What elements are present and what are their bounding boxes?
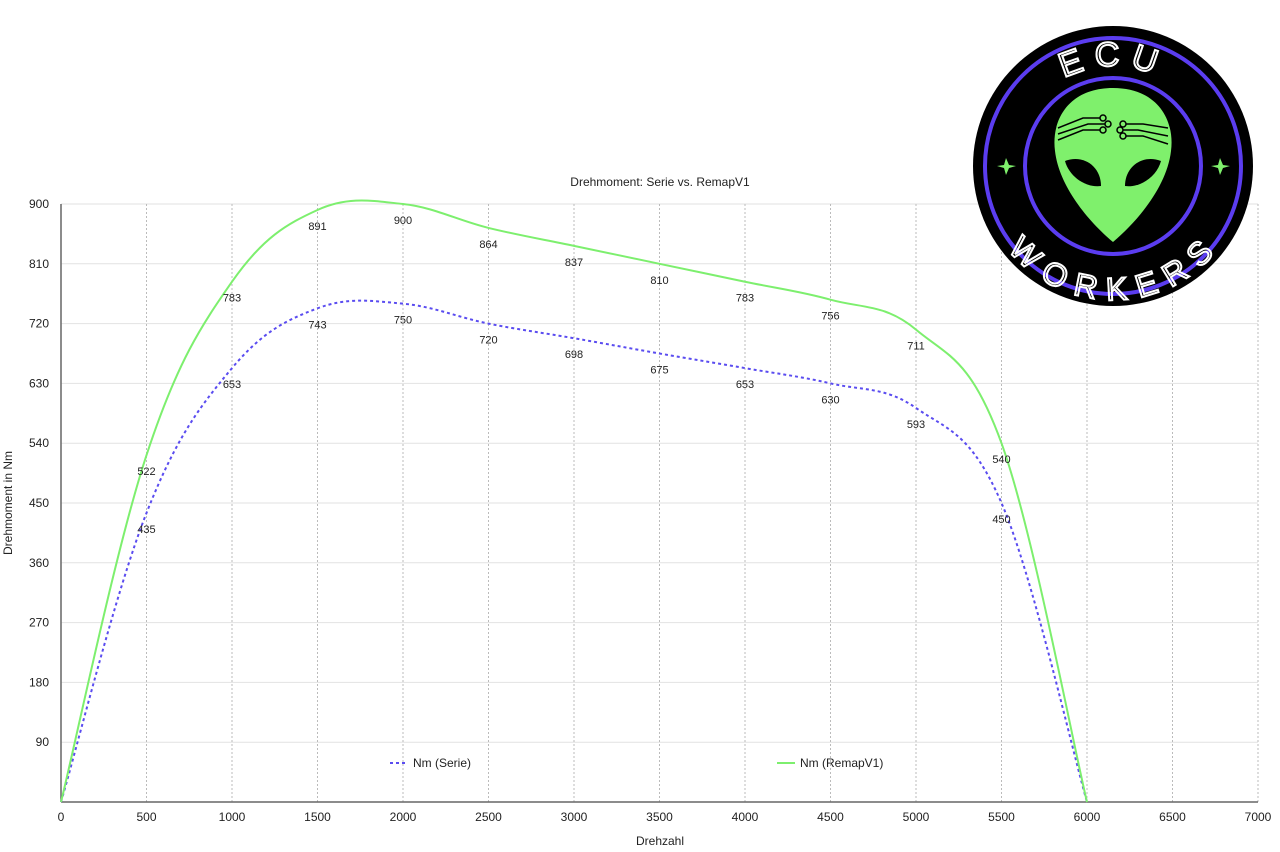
- y-tick-label: 270: [29, 616, 49, 630]
- data-label: 698: [565, 349, 583, 361]
- data-label: 653: [223, 379, 241, 391]
- data-label: 756: [821, 311, 839, 323]
- series-group: [60, 199, 1088, 803]
- data-label: 522: [137, 466, 155, 478]
- x-tick-label: 2500: [475, 810, 502, 824]
- x-tick-label: 4500: [817, 810, 844, 824]
- x-tick-label: 0: [58, 810, 65, 824]
- y-tick-label: 900: [29, 197, 49, 211]
- legend-label-serie: Nm (Serie): [413, 756, 471, 770]
- legend: Nm (Serie) Nm (RemapV1): [390, 756, 883, 770]
- x-axis-label: Drehzahl: [636, 834, 684, 848]
- data-label: 711: [907, 341, 925, 353]
- x-tick-label: 2000: [390, 810, 417, 824]
- series-line-remap: [60, 199, 1088, 803]
- data-label: 653: [736, 379, 754, 391]
- series-line-serie: [60, 299, 1088, 803]
- y-tick-label: 630: [29, 376, 49, 390]
- y-axis-label: Drehmoment in Nm: [1, 451, 15, 555]
- y-tick-label: 720: [29, 317, 49, 331]
- x-tick-label: 1000: [219, 810, 246, 824]
- y-tick-label: 450: [29, 496, 49, 510]
- x-tick-label: 3500: [646, 810, 673, 824]
- data-label: 593: [907, 419, 925, 431]
- x-tick-label: 7000: [1245, 810, 1272, 824]
- x-tick-label: 6000: [1074, 810, 1101, 824]
- x-tick-label: 6500: [1159, 810, 1186, 824]
- data-label: 630: [821, 394, 839, 406]
- y-tick-label: 540: [29, 436, 49, 450]
- data-label: 540: [992, 454, 1010, 466]
- data-label: 891: [308, 221, 326, 233]
- y-tick-label: 810: [29, 257, 49, 271]
- data-label: 864: [479, 239, 497, 251]
- legend-label-remap: Nm (RemapV1): [800, 756, 883, 770]
- axes: 90 180 270 360 450 540 630 720 810 900 0 500 1000 150…: [29, 197, 1272, 824]
- data-label: 837: [565, 257, 583, 269]
- chart-title: Drehmoment: Serie vs. RemapV1: [570, 175, 750, 189]
- x-tick-label: 3000: [561, 810, 588, 824]
- data-label: 450: [992, 514, 1010, 526]
- data-label: 750: [394, 315, 412, 327]
- data-label: 435: [137, 524, 155, 536]
- star-icon: [1211, 158, 1230, 175]
- x-tick-label: 1500: [304, 810, 331, 824]
- data-label: 783: [736, 293, 754, 305]
- data-label: 675: [650, 365, 668, 377]
- y-tick-label: 90: [36, 735, 50, 749]
- y-tick-label: 360: [29, 556, 49, 570]
- x-tick-label: 500: [136, 810, 156, 824]
- data-label: 810: [650, 275, 668, 287]
- x-tick-label: 5500: [988, 810, 1015, 824]
- data-label: 783: [223, 293, 241, 305]
- data-label: 720: [479, 335, 497, 347]
- data-labels: 435 653 743 750 720 698 675 653 630 593 450 522 783 8…: [137, 215, 1010, 536]
- data-label: 743: [308, 319, 326, 331]
- x-tick-label: 5000: [903, 810, 930, 824]
- x-tick-label: 4000: [732, 810, 759, 824]
- alien-face-icon: [1054, 88, 1172, 242]
- star-icon: [997, 158, 1016, 175]
- data-label: 900: [394, 215, 412, 227]
- ecu-workers-logo: ECU WORKERS: [973, 26, 1253, 309]
- y-tick-label: 180: [29, 675, 49, 689]
